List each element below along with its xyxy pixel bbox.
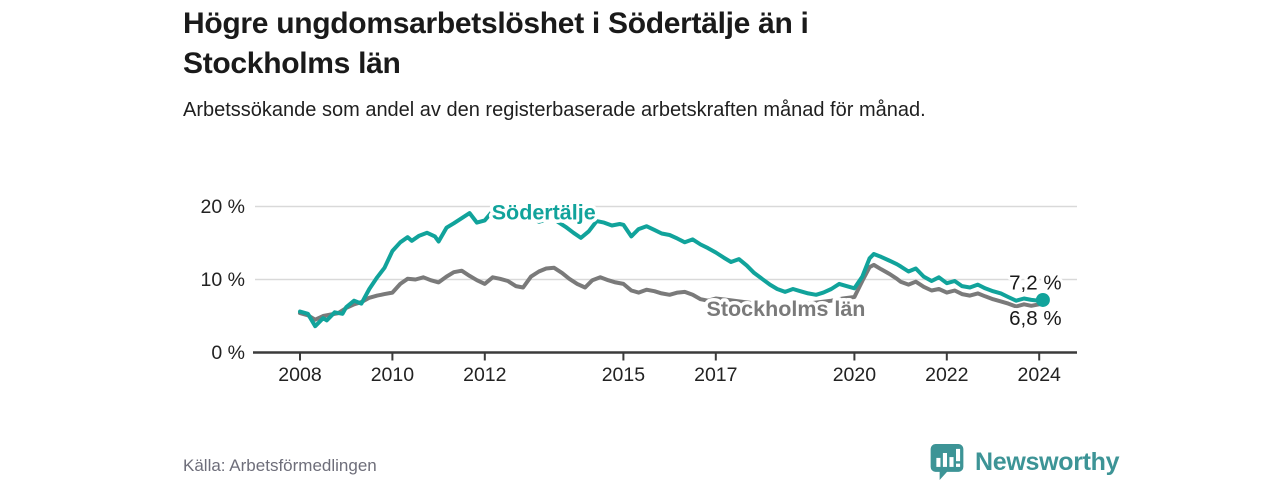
x-axis-tick-label: 2010 [371, 364, 415, 386]
x-axis-tick-label: 2008 [278, 364, 321, 386]
chart-svg: 2008 2010 2012 2015 2017 2020 2022 2024 0 % 10 % 2… [201, 196, 1077, 386]
line-s-dert-lje [298, 203, 1045, 329]
chart-title: Högre ungdomsarbetslöshet i Södertälje ä… [183, 7, 809, 80]
newsworthy-wordmark: Newsworthy [975, 447, 1120, 476]
x-axis-tick-label: 2015 [602, 364, 646, 386]
x-axis-tick-label: 2024 [1018, 364, 1062, 386]
bar-chart-speech-bubble-icon [929, 442, 965, 480]
chart-subtitle: Arbetssökande som andel av den registerb… [183, 99, 926, 121]
end-value-label: 6,8 % [1009, 307, 1061, 330]
unemployment-line-chart: 2008 2010 2012 2015 2017 2020 2022 2024 0 % 10 % 2… [180, 188, 1090, 393]
end-value-label: 7,2 % [1009, 272, 1061, 295]
y-axis-tick-label: 0 % [211, 342, 245, 364]
x-axis-tick-label: 2020 [833, 364, 877, 386]
series-end-dot [1035, 292, 1050, 307]
series-label: Södertälje [492, 201, 596, 225]
series-label: Stockholms län [707, 297, 866, 321]
x-axis-tick-label: 2012 [463, 364, 506, 386]
x-axis-tick-label: 2022 [925, 364, 968, 386]
source-note: Källa: Arbetsförmedlingen [183, 456, 377, 475]
y-axis-tick-label: 10 % [201, 269, 245, 291]
line-stockholms-l-n [298, 262, 1045, 322]
x-axis-tick-label: 2017 [694, 364, 737, 386]
newsworthy-logo: Newsworthy [929, 442, 1120, 480]
y-axis-tick-label: 20 % [201, 196, 245, 218]
